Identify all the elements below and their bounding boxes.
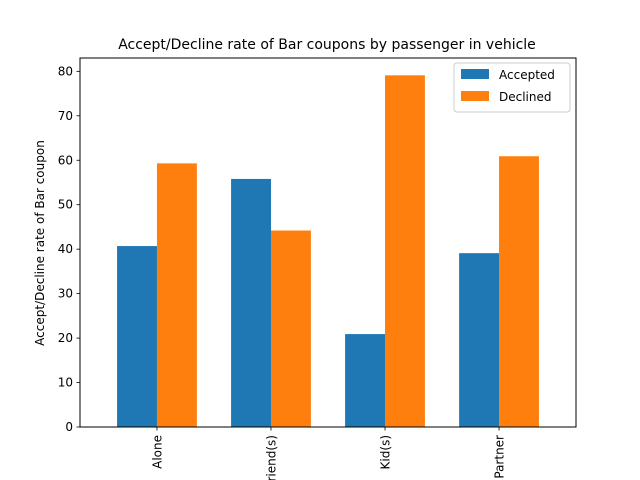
bar-accepted-friend-s [231,178,271,427]
y-tick-label: 30 [58,287,73,301]
y-tick-label: 60 [58,153,73,167]
x-tick-label: Friend(s) [264,435,278,480]
bar-declined-kid-s [385,75,425,427]
y-tick-label: 40 [58,242,73,256]
legend-swatch-declined [461,91,489,101]
bars-layer [117,75,539,427]
bar-declined-alone [156,163,197,427]
chart-title: Accept/Decline rate of Bar coupons by pa… [118,37,536,53]
x-tick-label: Kid(s) [379,435,393,469]
bar-accepted-alone [117,246,157,427]
bar-accepted-kid-s [345,334,386,427]
y-tick-label: 70 [58,109,73,123]
bar-accepted-partner [459,253,500,427]
y-tick-label: 0 [65,420,73,434]
y-axis: 0 10 20 30 40 50 60 70 80 [58,64,80,434]
y-tick-label: 10 [58,376,73,390]
bar-declined-friend-s [270,230,311,427]
legend-label-declined: Declined [499,90,552,104]
bar-declined-partner [499,156,539,427]
plot-frame [79,57,577,428]
y-tick-label: 80 [58,64,73,78]
legend-swatch-accepted [461,69,489,79]
y-tick-label: 20 [58,331,73,345]
x-axis: Alone Friend(s) Kid(s) Partner [150,427,507,480]
x-tick-label: Partner [493,435,507,479]
y-axis-label: Accept/Decline rate of Bar coupon [33,140,47,346]
legend: Accepted Declined [453,62,571,113]
y-tick-label: 50 [58,198,73,212]
legend-label-accepted: Accepted [499,68,555,82]
x-tick-label: Alone [150,435,164,469]
